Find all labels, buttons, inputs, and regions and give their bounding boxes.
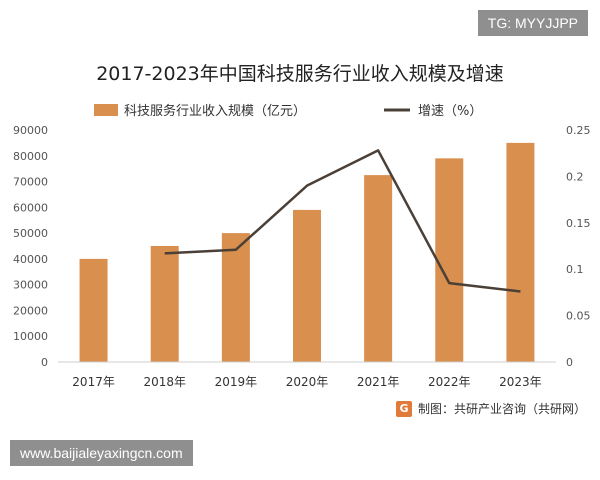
source-text: 制图：共研产业咨询（共研网） xyxy=(418,402,587,416)
source-logo-icon: G xyxy=(396,400,412,417)
y-left-tick-label: 80000 xyxy=(13,150,48,163)
y-right-tick-label: 0 xyxy=(566,356,573,369)
footer-url: www.baijialeyaxingcn.com xyxy=(10,440,193,466)
bar-2020年 xyxy=(293,209,321,362)
bar-2019年 xyxy=(221,233,250,362)
x-axis: 2017年 2018年 2019年 2020年 2021年 2022年 2023年 xyxy=(72,375,541,389)
legend-bar-swatch xyxy=(94,104,118,116)
y-axis-right: 0 0.05 0.1 0.15 0.2 0.25 xyxy=(566,124,591,369)
x-tick-label: 2017年 xyxy=(72,375,115,389)
bar-series xyxy=(79,142,535,362)
source-note: G 制图：共研产业咨询（共研网） xyxy=(396,400,586,417)
x-tick-label: 2019年 xyxy=(215,375,258,389)
x-tick-label: 2021年 xyxy=(357,375,400,389)
bar-2022年 xyxy=(435,158,464,362)
y-right-tick-label: 0.25 xyxy=(566,124,591,137)
legend-bar-label: 科技服务行业收入规模（亿元） xyxy=(124,103,306,119)
line-series xyxy=(164,149,521,293)
growth-rate-line xyxy=(164,149,521,293)
y-left-tick-label: 0 xyxy=(41,356,48,369)
bar-2023年 xyxy=(506,142,535,362)
y-right-tick-label: 0.15 xyxy=(566,217,591,230)
y-right-tick-label: 0.1 xyxy=(566,263,584,276)
chart-title: 2017-2023年中国科技服务行业收入规模及增速 xyxy=(96,63,504,85)
y-left-tick-label: 30000 xyxy=(13,279,48,292)
y-left-tick-label: 40000 xyxy=(13,253,48,266)
y-left-tick-label: 10000 xyxy=(13,330,48,343)
y-left-tick-label: 70000 xyxy=(13,176,48,189)
bar-2017年 xyxy=(79,258,108,362)
x-tick-label: 2018年 xyxy=(143,375,186,389)
y-right-tick-label: 0.05 xyxy=(566,310,591,323)
x-tick-label: 2023年 xyxy=(499,375,542,389)
y-left-tick-label: 60000 xyxy=(13,201,48,214)
y-right-tick-label: 0.2 xyxy=(566,170,584,183)
bar-2018年 xyxy=(150,246,179,362)
telegram-tag: TG: MYYJJPP xyxy=(477,10,588,36)
x-tick-label: 2022年 xyxy=(428,375,471,389)
y-left-tick-label: 50000 xyxy=(13,227,48,240)
bar-2021年 xyxy=(364,175,393,362)
y-left-tick-label: 20000 xyxy=(13,304,48,317)
y-axis-left: 0 10000 20000 30000 40000 50000 60000 70000 8000… xyxy=(13,124,48,369)
y-left-tick-label: 90000 xyxy=(13,124,48,137)
legend-line-label: 增速（%） xyxy=(418,104,482,119)
chart-legend: 科技服务行业收入规模（亿元） 增速（%） xyxy=(94,103,482,119)
x-tick-label: 2020年 xyxy=(286,375,329,389)
